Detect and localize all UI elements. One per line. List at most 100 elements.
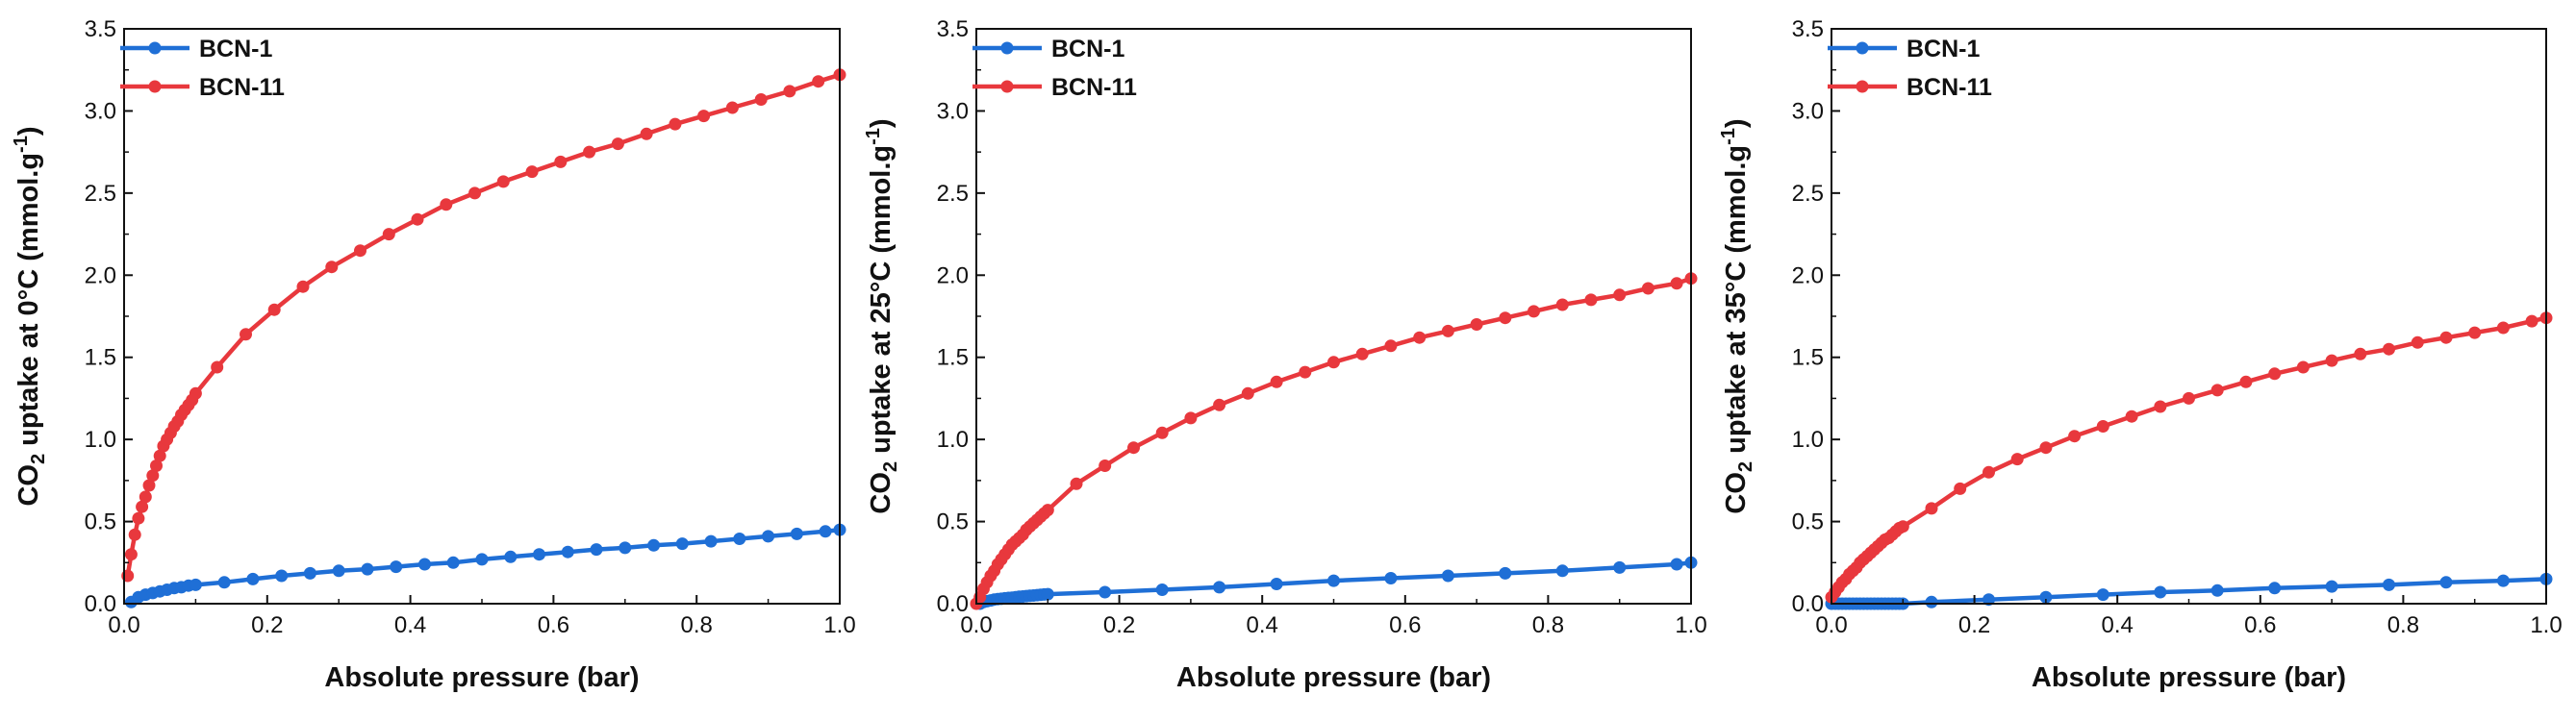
y-axis-title-part: uptake at 35°C (mmol.g [1721,145,1752,461]
data-point-bcn-11 [2525,314,2538,328]
data-point-bcn-1 [2496,574,2510,587]
data-point-bcn-11 [2154,400,2167,413]
data-point-bcn-1 [361,562,374,576]
data-point-bcn-11 [139,490,152,504]
y-axis-title-part: uptake at 0°C (mmol.g [13,153,44,454]
legend-marker-bcn-11 [1000,80,1014,93]
data-point-bcn-1 [2383,578,2395,591]
data-point-bcn-1 [2096,588,2109,602]
series-line-bcn-11 [974,276,1692,606]
data-point-bcn-11 [2411,335,2424,349]
data-point-bcn-11 [325,261,339,274]
data-point-bcn-11 [1413,331,1427,344]
legend-marker-bcn-1 [148,41,162,55]
x-tick-label: 0.6 [1389,612,1421,638]
legend-label-bcn-11: BCN-11 [199,74,285,101]
data-point-bcn-11 [1384,339,1398,353]
data-point-bcn-11 [725,101,739,114]
data-point-bcn-1 [189,578,202,591]
data-point-bcn-1 [1270,578,1283,590]
y-tick-label: 0.5 [1792,509,1824,535]
data-point-bcn-11 [1954,482,1967,495]
data-point-bcn-1 [790,527,803,540]
y-axis-title-part: 2 [28,454,49,464]
x-tick-label: 0.2 [251,612,283,638]
x-axis-title: Absolute pressure (bar) [324,662,639,693]
data-point-bcn-11 [525,165,539,179]
data-point-bcn-11 [132,511,145,525]
data-point-bcn-1 [1041,587,1054,601]
y-axis-title-part: CO [866,472,897,514]
x-tick-label: 0.6 [2244,612,2276,638]
y-tick-label: 3.5 [1792,16,1824,42]
data-point-bcn-1 [1155,583,1169,596]
data-point-bcn-11 [2039,441,2053,455]
data-point-bcn-11 [128,528,141,541]
data-point-bcn-11 [812,75,825,88]
data-point-bcn-11 [583,145,596,159]
data-point-bcn-1 [704,534,718,548]
data-point-bcn-11 [496,175,510,188]
data-point-bcn-11 [150,459,163,472]
data-point-bcn-11 [1641,282,1654,295]
y-tick-label: 3.5 [937,16,969,42]
x-tick-label: 0.0 [1815,612,1847,638]
legend-label-bcn-1: BCN-1 [1051,36,1124,62]
data-point-bcn-11 [468,186,482,200]
data-point-bcn-11 [267,303,281,316]
y-axis-title-part: 2 [880,461,901,472]
data-point-bcn-1 [1925,595,1938,608]
y-tick-label: 1.0 [1792,427,1824,453]
data-point-bcn-11 [1470,318,1483,331]
x-tick-label: 0.2 [1958,612,1990,638]
x-tick-label: 0.8 [1532,612,1564,638]
y-tick-label: 0.0 [85,591,116,617]
data-point-bcn-11 [440,198,453,211]
data-point-bcn-11 [136,500,149,513]
data-point-bcn-11 [2239,375,2253,388]
legend-marker-bcn-11 [1856,80,1869,93]
x-tick-label: 0.6 [538,612,569,638]
x-tick-label: 0.0 [960,612,992,638]
x-tick-label: 1.0 [2530,612,2562,638]
x-tick-label: 0.0 [108,612,139,638]
data-point-bcn-11 [2068,430,2082,443]
x-tick-label: 0.2 [1103,612,1135,638]
y-axis-title-part: ) [866,118,897,128]
data-point-bcn-11 [1355,347,1369,360]
data-point-bcn-1 [2325,580,2338,593]
data-point-bcn-1 [561,545,574,559]
data-point-bcn-1 [619,541,632,555]
y-tick-label: 2.5 [85,181,116,207]
data-point-bcn-1 [647,538,661,552]
data-point-bcn-11 [1213,398,1226,411]
data-point-bcn-11 [1499,311,1512,325]
y-axis-title-part: ) [1721,118,1752,128]
data-point-bcn-11 [354,244,366,258]
y-axis-title-part: -1 [1718,128,1739,145]
data-point-bcn-1 [1213,581,1226,594]
data-point-bcn-11 [640,127,653,140]
y-tick-label: 1.0 [937,427,969,453]
data-point-bcn-11 [783,85,796,98]
y-tick-label: 2.5 [1792,181,1824,207]
data-point-bcn-1 [390,560,403,574]
data-point-bcn-11 [1555,298,1569,311]
data-point-bcn-11 [2210,384,2224,397]
data-point-bcn-1 [1441,569,1454,583]
y-axis-title-part: CO [13,464,44,507]
y-tick-label: 1.5 [1792,345,1824,371]
series-line-bcn-11 [125,72,841,577]
x-axis-title: Absolute pressure (bar) [1176,662,1491,693]
y-axis-title-part: ) [13,126,44,136]
data-point-bcn-11 [1925,502,1938,515]
data-point-bcn-1 [733,533,746,545]
data-point-bcn-11 [296,280,310,293]
data-point-bcn-1 [819,525,832,538]
data-point-bcn-1 [1327,574,1340,587]
data-point-bcn-1 [2439,576,2453,589]
y-axis-title-part: -1 [863,128,884,145]
legend-label-bcn-1: BCN-1 [199,36,272,62]
data-point-bcn-11 [1584,293,1598,307]
data-point-bcn-1 [1555,564,1569,578]
